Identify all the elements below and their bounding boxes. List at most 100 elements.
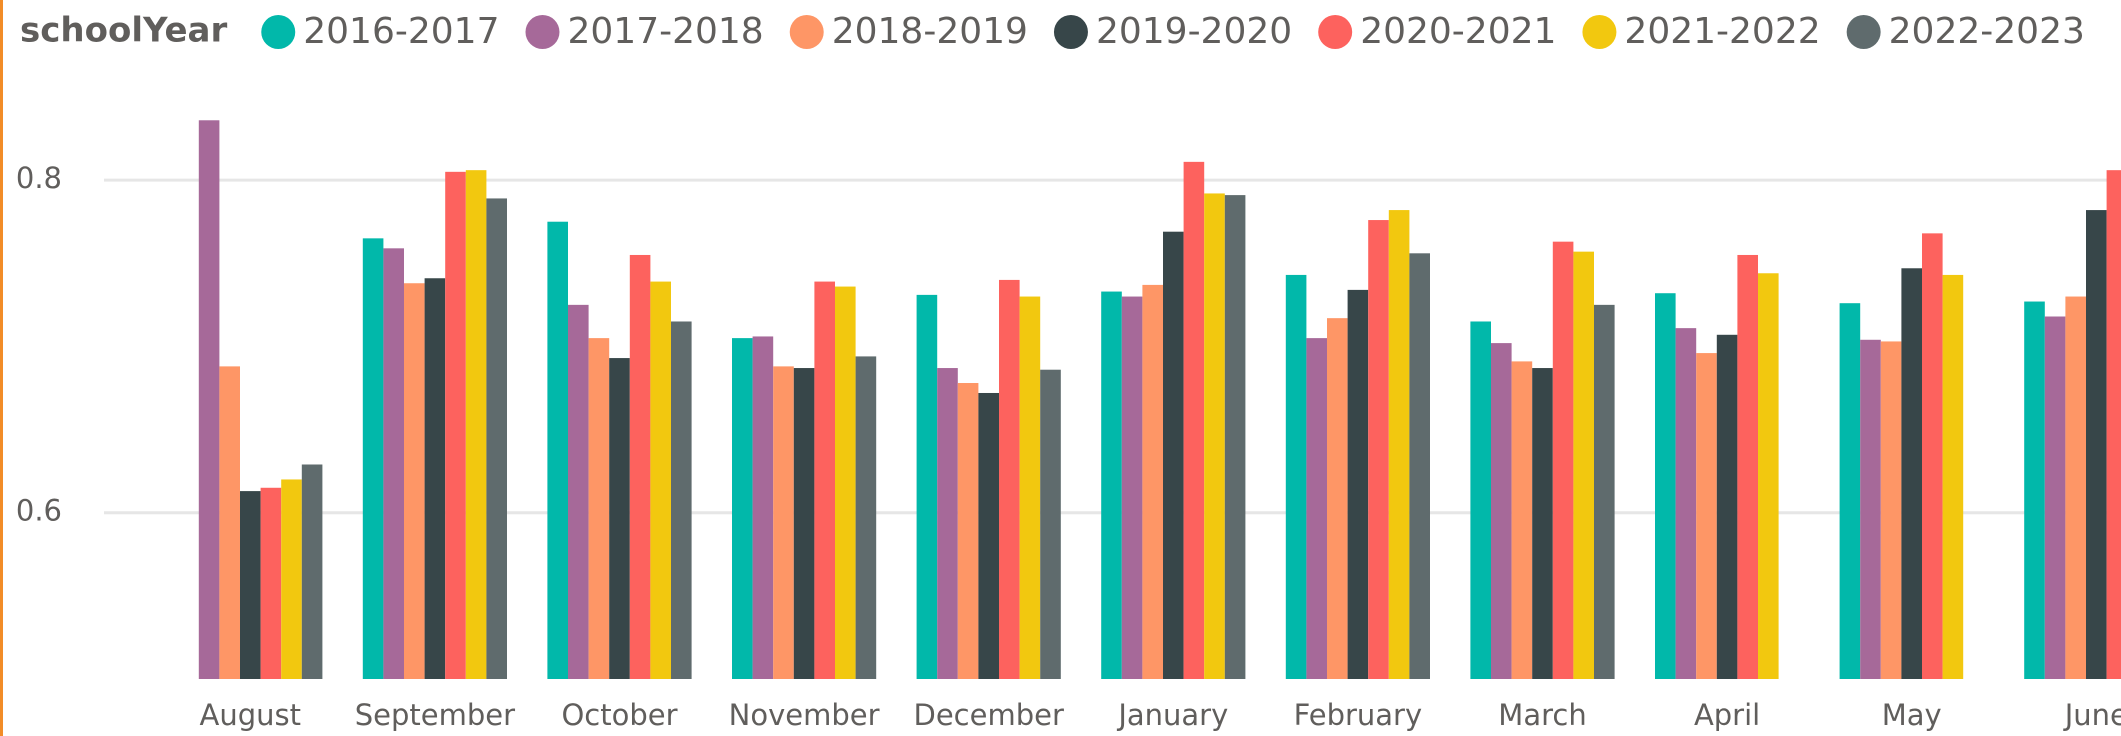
bar xyxy=(486,198,507,680)
bar xyxy=(362,238,384,680)
bar xyxy=(1306,338,1327,679)
legend-label: 2019-2020 xyxy=(1096,11,1292,52)
legend-label: 2021-2022 xyxy=(1624,11,1820,52)
bar xyxy=(588,338,610,679)
bar xyxy=(1470,321,1491,679)
bar xyxy=(1839,303,1861,679)
legend-marker xyxy=(1846,15,1881,49)
bar xyxy=(1922,233,1943,679)
legend-marker xyxy=(1318,15,1353,49)
bar xyxy=(1183,161,1205,679)
bar xyxy=(2086,210,2107,679)
bar xyxy=(1347,289,1369,679)
bar xyxy=(773,366,794,679)
bar xyxy=(1388,210,1410,679)
legend-marker xyxy=(789,15,824,49)
bar xyxy=(937,368,958,679)
bar xyxy=(671,321,692,679)
bar xyxy=(1901,268,1922,679)
y-tick-label: 0.6 xyxy=(16,494,62,528)
bar xyxy=(568,304,589,679)
bar xyxy=(198,120,220,679)
bar xyxy=(1532,368,1553,679)
x-tick-label: August xyxy=(200,698,302,732)
legend-label: 2022-2023 xyxy=(1889,11,2085,52)
bar xyxy=(1573,251,1594,679)
bar xyxy=(650,281,671,679)
bar xyxy=(1040,369,1061,679)
bar xyxy=(383,248,404,679)
bar xyxy=(1860,339,1881,679)
bar xyxy=(855,356,877,679)
bar xyxy=(1942,274,1964,679)
legend-label: 2020-2021 xyxy=(1360,11,1556,52)
legend-title: schoolYear xyxy=(20,11,227,51)
bar xyxy=(1511,361,1533,679)
bar xyxy=(999,279,1020,679)
bar xyxy=(547,221,568,679)
bar xyxy=(1409,253,1430,679)
bar xyxy=(752,336,774,679)
x-tick-label: May xyxy=(1882,698,1942,732)
x-tick-label: October xyxy=(561,698,677,732)
x-tick-label: December xyxy=(914,698,1064,732)
bar xyxy=(835,286,856,679)
x-tick-label: September xyxy=(355,698,515,732)
bar xyxy=(732,338,753,679)
bar xyxy=(1552,241,1574,679)
x-tick-label: February xyxy=(1294,698,1423,732)
x-tick-label: March xyxy=(1498,698,1586,732)
x-tick-label: November xyxy=(729,698,880,732)
bar xyxy=(978,392,999,679)
bar xyxy=(281,479,302,679)
legend-marker xyxy=(1053,15,1088,49)
bar xyxy=(1121,296,1143,679)
x-tick-label: January xyxy=(1116,698,1228,732)
x-tick-label: June xyxy=(2063,698,2121,732)
bar xyxy=(465,170,487,679)
bar xyxy=(957,383,979,679)
bar xyxy=(2065,296,2086,679)
frame-edge xyxy=(0,0,3,736)
bar xyxy=(1368,220,1389,679)
bar xyxy=(1163,231,1184,680)
bar xyxy=(1675,328,1697,679)
bar xyxy=(609,358,630,679)
bar xyxy=(1101,291,1122,679)
bar xyxy=(404,283,425,679)
bar xyxy=(1737,254,1758,679)
bar xyxy=(1224,195,1246,679)
bar xyxy=(2024,301,2045,679)
bar xyxy=(1204,193,1225,679)
legend-marker xyxy=(261,15,296,49)
bar xyxy=(2044,316,2066,679)
bar xyxy=(445,171,466,680)
bar xyxy=(1019,296,1041,679)
bar xyxy=(1327,318,1348,679)
bar xyxy=(260,487,282,679)
y-tick-label: 0.8 xyxy=(16,161,62,195)
bar xyxy=(1142,284,1163,679)
bar xyxy=(1285,274,1307,679)
bar xyxy=(2106,170,2121,679)
bar xyxy=(629,254,651,679)
bar xyxy=(1758,273,1779,679)
bar xyxy=(1696,353,1717,679)
bar xyxy=(1491,343,1512,679)
bar xyxy=(793,368,815,679)
bar xyxy=(1655,293,1676,679)
legend-label: 2017-2018 xyxy=(567,11,763,52)
legend-label: 2016-2017 xyxy=(303,11,499,52)
bar xyxy=(916,294,938,679)
bar xyxy=(219,366,240,679)
bar xyxy=(814,281,835,679)
legend-marker xyxy=(525,15,560,49)
legend-marker xyxy=(1582,15,1617,49)
bar xyxy=(240,491,261,679)
bar xyxy=(1594,304,1615,679)
bar xyxy=(1716,334,1738,679)
x-tick-label: April xyxy=(1694,698,1760,732)
bar xyxy=(301,464,323,679)
